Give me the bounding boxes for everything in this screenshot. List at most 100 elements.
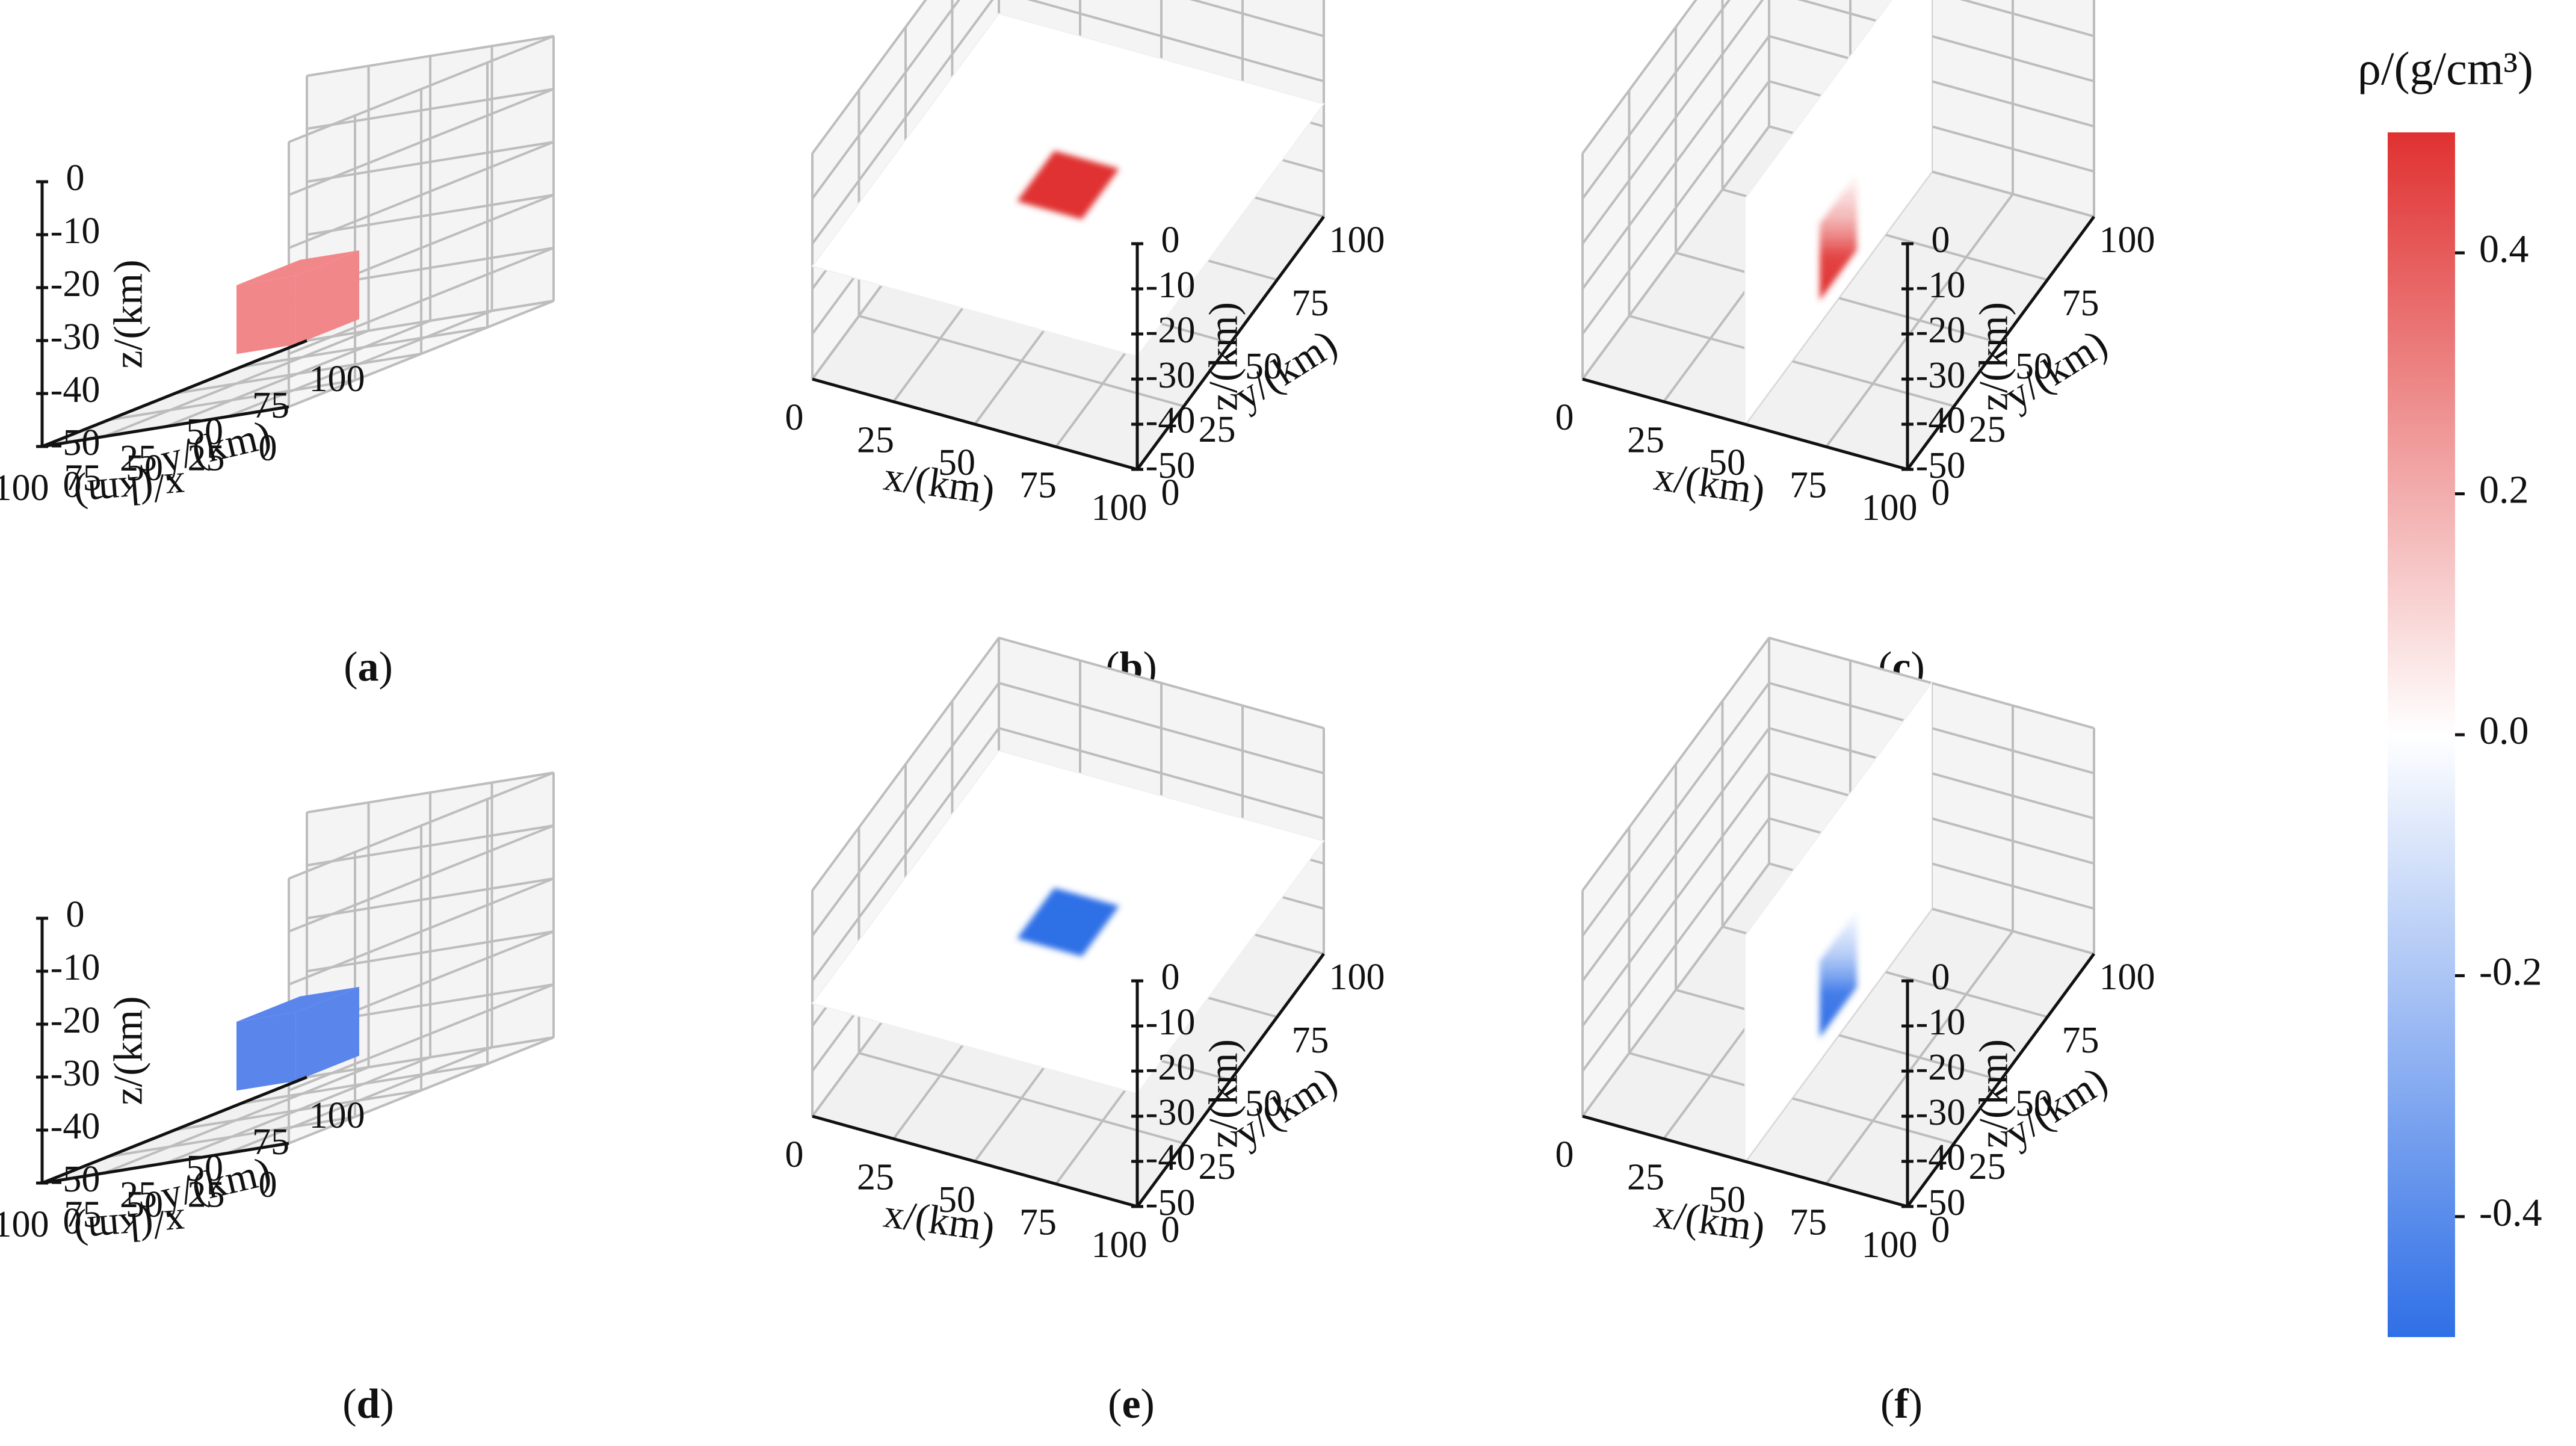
y-tick-label: 100 [309, 359, 365, 400]
z-tick-label: -50 [51, 1159, 100, 1200]
panel-label-e: (e) [1108, 1381, 1155, 1427]
y-tick-label: 50 [2015, 1083, 2052, 1124]
y-tick-label: 0 [63, 1201, 82, 1242]
z-tick-label: 0 [66, 158, 85, 199]
panel-label-d: (d) [342, 1381, 394, 1427]
z-tick-label: -10 [1146, 1002, 1196, 1043]
x-tick-label: 0 [1555, 1134, 1574, 1175]
y-tick-label: 0 [1161, 472, 1180, 513]
x-tick-label: 0 [1555, 397, 1574, 438]
z-tick-label: -10 [1916, 1002, 1966, 1043]
z-axis-label: z/(km) [1971, 1039, 2016, 1148]
z-tick-label: -20 [51, 264, 100, 304]
x-tick-label: 50 [126, 1184, 163, 1225]
z-tick-label: -50 [51, 422, 100, 463]
colorbar-tick-label: -0.4 [2479, 1191, 2542, 1235]
colorbar-gradient [2388, 132, 2455, 1337]
colorbar-tick-label: 0.0 [2479, 709, 2529, 753]
z-axis-label: z/(km) [1200, 1039, 1246, 1148]
x-axis-label: x/(km) [1651, 453, 1768, 513]
x-axis-label: x/(km) [881, 1190, 998, 1250]
z-tick-label: -10 [51, 947, 100, 988]
x-tick-label: 50 [1708, 1179, 1746, 1220]
y-tick-label: 75 [252, 385, 289, 426]
x-tick-label: 75 [1019, 1202, 1057, 1243]
z-tick-label: -10 [51, 211, 100, 252]
y-tick-label: 50 [186, 412, 223, 453]
x-tick-label: 50 [1708, 442, 1746, 483]
y-tick-label: 25 [1969, 1146, 2006, 1187]
x-tick-label: 25 [857, 1157, 894, 1198]
z-tick-label: -50 [1916, 445, 1966, 486]
x-tick-label: 0 [259, 1164, 277, 1205]
density-block [236, 987, 359, 1091]
colorbar-tick-label: -0.2 [2479, 950, 2542, 994]
x-tick-label: 0 [785, 1134, 804, 1175]
x-tick-label: 75 [1790, 465, 1827, 506]
colorbar-title: ρ/(g/cm³) [2358, 42, 2533, 94]
x-tick-label: 25 [857, 420, 894, 461]
z-tick-label: -20 [1146, 1047, 1196, 1088]
y-tick-label: 75 [1292, 1020, 1329, 1061]
x-tick-label: 25 [1627, 1157, 1664, 1198]
x-axis-label: x/(km) [1651, 1190, 1768, 1250]
colorbar-tick-label: 0.4 [2479, 227, 2529, 271]
z-axis-label: z/(km) [1971, 302, 2016, 411]
z-tick-label: -30 [1146, 1092, 1196, 1133]
z-tick-label: -40 [1916, 1137, 1966, 1178]
z-tick-label: 0 [1932, 957, 1950, 998]
z-axis-label: z/(km) [1200, 302, 1246, 411]
y-tick-label: 100 [2099, 957, 2155, 998]
z-tick-label: -30 [51, 317, 100, 357]
z-tick-label: 0 [1161, 957, 1180, 998]
x-tick-label: 75 [64, 458, 102, 499]
x-tick-label: 0 [785, 397, 804, 438]
z-tick-label: -30 [1916, 355, 1966, 396]
z-tick-label: -30 [1146, 355, 1196, 396]
x-tick-label: 100 [1092, 487, 1147, 528]
y-tick-label: 25 [1969, 409, 2006, 450]
x-axis-label: x/(km) [72, 464, 187, 519]
x-tick-label: 75 [64, 1194, 102, 1235]
z-axis-label: z/(km) [105, 259, 151, 368]
y-tick-label: 0 [1161, 1210, 1180, 1250]
y-tick-label: 75 [2062, 1020, 2099, 1061]
y-tick-label: 0 [63, 465, 82, 505]
x-tick-label: 50 [126, 448, 163, 489]
y-tick-label: 100 [309, 1095, 365, 1136]
density-anomaly-slice [1017, 150, 1119, 220]
density-anomaly-slice [1820, 910, 1857, 1038]
y-tick-label: 100 [1329, 957, 1385, 998]
grid-lines [42, 771, 555, 1184]
colorbar-tick-label: 0.2 [2479, 468, 2529, 512]
z-tick-label: -50 [1916, 1182, 1966, 1223]
z-tick-label: -20 [51, 1000, 100, 1041]
y-tick-label: 0 [1932, 1210, 1950, 1250]
z-tick-label: -20 [1916, 310, 1966, 351]
z-tick-label: -50 [1146, 1182, 1196, 1223]
z-tick-label: -40 [51, 369, 100, 410]
z-tick-label: -40 [1146, 1137, 1196, 1178]
y-tick-label: 25 [1199, 1146, 1236, 1187]
z-tick-label: -40 [51, 1106, 100, 1147]
y-tick-label: 100 [2099, 220, 2155, 261]
y-tick-label: 75 [1292, 283, 1329, 324]
z-tick-label: -20 [1916, 1047, 1966, 1088]
y-tick-label: 50 [2015, 346, 2052, 387]
z-tick-label: -20 [1146, 310, 1196, 351]
z-tick-label: 0 [1932, 220, 1950, 261]
z-tick-label: -30 [51, 1053, 100, 1094]
y-tick-label: 75 [2062, 283, 2099, 324]
x-tick-label: 100 [1862, 1225, 1918, 1265]
x-tick-label: 75 [1019, 465, 1057, 506]
panel-label-a: (a) [344, 644, 393, 690]
x-tick-label: 25 [188, 438, 225, 479]
